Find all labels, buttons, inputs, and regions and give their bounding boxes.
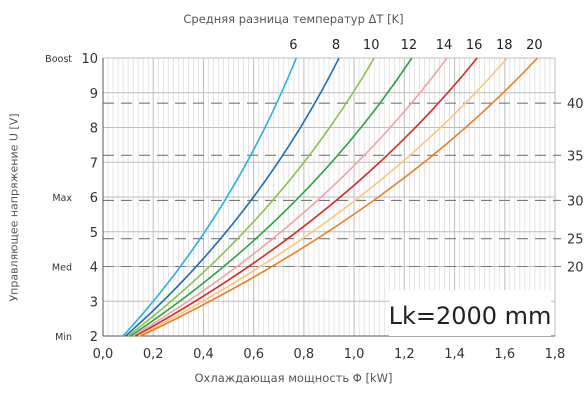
series-label: 6 (289, 38, 297, 53)
x-tick-label: 0,2 (143, 347, 164, 362)
series-label: 8 (332, 38, 340, 53)
x-tick-label: 1,6 (494, 347, 515, 362)
right-scale-label: 35 (567, 149, 584, 164)
right-scale-label: 30 (567, 194, 584, 209)
series-label: 10 (363, 38, 380, 53)
x-tick-label: 0,8 (294, 347, 315, 362)
series-label: 18 (496, 38, 513, 53)
mode-label: Min (55, 332, 72, 343)
mode-label: Max (52, 193, 72, 204)
y-tick-label: 3 (90, 295, 98, 310)
right-scale-label: 25 (567, 233, 584, 248)
y-tick-label: 4 (90, 261, 98, 276)
y-tick-label: 2 (90, 330, 98, 345)
series-line (130, 57, 413, 337)
x-tick-label: 1,2 (394, 347, 415, 362)
series-line (135, 57, 478, 337)
series-line (140, 57, 539, 337)
y-tick-label: 6 (90, 191, 98, 206)
x-tick-label: 0,6 (243, 347, 264, 362)
right-scale-label: 20 (567, 261, 584, 276)
x-tick-label: 1,8 (545, 347, 566, 362)
y-tick-label: 10 (81, 52, 98, 67)
series-line (125, 57, 340, 337)
series-label: 12 (401, 38, 418, 53)
series-line (132, 57, 448, 337)
right-scale-label: 40 (567, 97, 584, 112)
annotation-box (389, 290, 551, 336)
series-label: 20 (526, 38, 543, 53)
series-label: 16 (466, 38, 483, 53)
series-line (122, 57, 298, 337)
mode-label: Med (52, 263, 72, 274)
x-axis-title: Охлаждающая мощность Φ [kW] (194, 371, 393, 385)
series-label: 14 (436, 38, 453, 53)
annotation-label: Lk=2000 mm (389, 302, 552, 330)
x-tick-label: 1,0 (344, 347, 365, 362)
series-line (127, 57, 375, 337)
x-tick-label: 1,4 (444, 347, 465, 362)
chart-title: Средняя разница температур ΔT [K] (183, 12, 404, 26)
y-tick-label: 8 (90, 122, 98, 137)
y-tick-label: 9 (90, 87, 98, 102)
x-tick-label: 0,4 (193, 347, 214, 362)
mode-label: Boost (45, 54, 72, 65)
y-tick-label: 7 (90, 156, 98, 171)
series-line (137, 57, 508, 337)
y-tick-label: 5 (90, 226, 98, 241)
x-tick-label: 0,0 (93, 347, 114, 362)
